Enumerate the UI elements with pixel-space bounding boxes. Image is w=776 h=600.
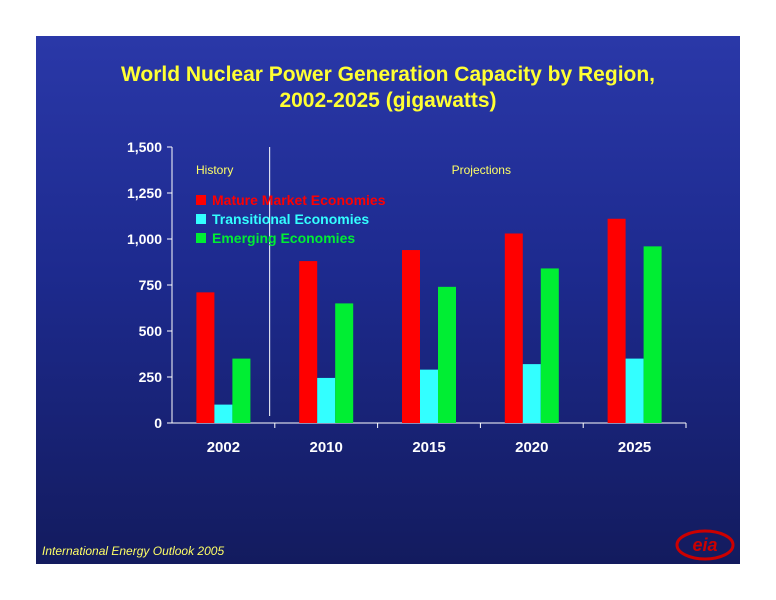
eia-logo: eia [675,529,735,561]
y-tick-label: 1,500 [127,139,162,155]
bar [540,268,559,423]
logo-text: eia [692,535,717,555]
x-tick-label: 2002 [207,439,240,456]
legend-label: Emerging Economies [212,230,355,246]
x-tick-label: 2025 [618,439,651,456]
bar [420,369,438,423]
bar [643,246,662,423]
section-label-projections: Projections [452,163,511,177]
x-tick-label: 2020 [515,439,548,456]
y-tick-label: 1,250 [127,185,162,201]
y-tick-label: 250 [139,369,163,385]
bar [317,377,336,423]
bar [299,261,318,423]
source-note: International Energy Outlook 2005 [42,544,225,558]
bar-chart: 0 250 500 750 1,000 1,250 1,500 2002 2010 2015 202… [127,139,687,456]
bar [522,364,541,423]
legend-label: Mature Market Economies [212,192,386,208]
bar [402,250,420,423]
legend-swatch [196,233,206,243]
bar [232,358,251,423]
x-tick-label: 2010 [310,439,343,456]
chart-title-line2: 2002-2025 (gigawatts) [279,89,497,112]
bar [607,218,626,423]
y-tick-label: 500 [139,323,163,339]
legend-swatch [196,195,206,205]
bar [214,404,233,423]
chart-title: World Nuclear Power Generation Capacity … [36,62,740,114]
legend-label: Transitional Economies [212,211,369,227]
bar [504,233,523,423]
bar [438,286,456,423]
x-tick-label: 2015 [412,439,445,456]
bar [196,292,215,423]
y-tick-label: 750 [139,277,163,293]
section-label-history: History [196,163,233,177]
legend-swatch [196,214,206,224]
y-tick-label: 0 [154,415,162,431]
bar [625,358,644,423]
y-tick-label: 1,000 [127,231,162,247]
slide: World Nuclear Power Generation Capacity … [36,36,740,564]
bar [335,303,354,423]
chart-title-line1: World Nuclear Power Generation Capacity … [120,63,656,86]
